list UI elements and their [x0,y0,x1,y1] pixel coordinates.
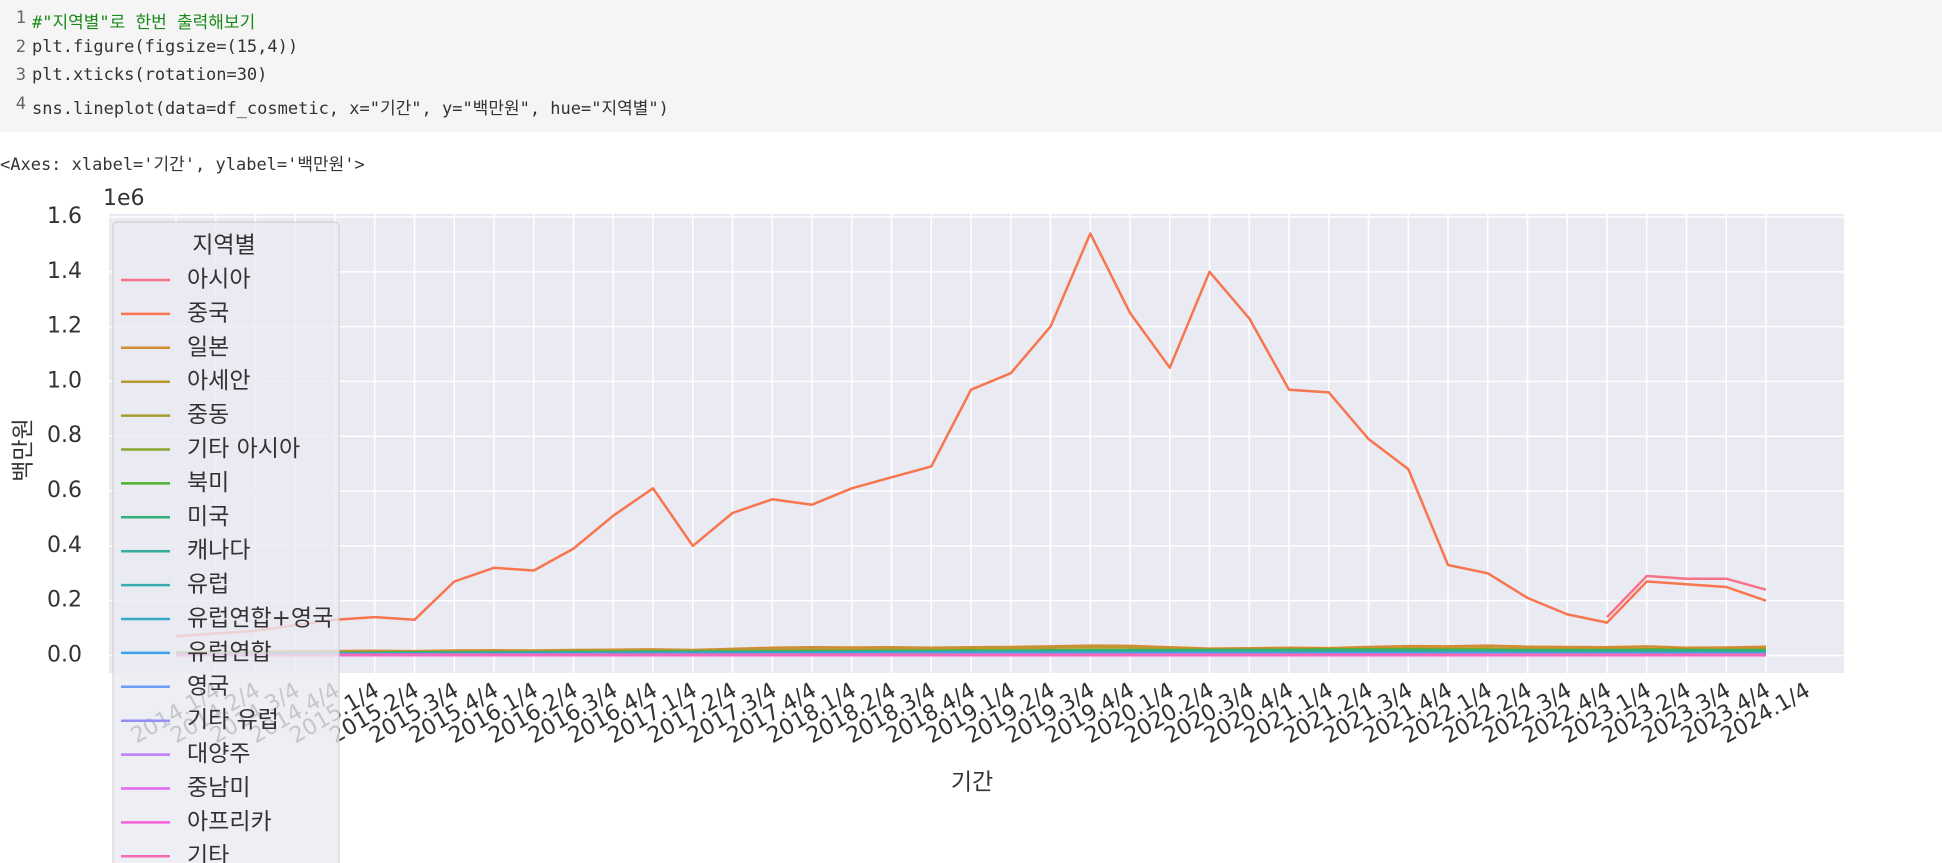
legend-label: 아프리카 [187,809,272,835]
legend-label: 아시아 [187,267,250,293]
plot-area [109,214,1844,673]
legend-label: 기타 [187,843,229,863]
y-tick-label: 0.0 [47,642,82,667]
legend-label: 중동 [187,402,229,428]
legend-label: 유럽연합 [187,639,272,665]
y-tick-label: 0.8 [47,423,82,448]
legend-title: 지역별 [192,233,255,259]
line-number: 1 [15,8,26,28]
legend-label: 유럽연합+영국 [187,606,333,632]
y-tick-label: 0.4 [47,533,82,558]
legend-label: 캐나다 [187,538,250,564]
code-text: plt.xticks(rotation=30) [32,65,268,85]
line-number: 4 [15,94,26,114]
legend-label: 북미 [187,470,229,496]
y-tick-label: 1.6 [47,204,82,229]
legend-label: 아세안 [187,368,250,394]
legend-label: 일본 [187,334,229,360]
y-tick-label: 1.2 [47,314,82,339]
code-text: sns.lineplot(data=df_cosmetic, x="기간", y… [32,99,669,119]
y-axis-label: 백만원 [11,418,37,481]
code-text: #"지역별"로 한번 출력해보기 [32,13,256,33]
legend-label: 중국 [187,300,229,326]
y-tick-label: 0.2 [47,588,82,613]
y-tick-label: 1.4 [47,259,82,284]
x-axis-label: 기간 [951,770,993,796]
y-tick-label: 1.0 [47,368,82,393]
y-offset-label: 1e6 [103,186,145,211]
series-line [1606,574,1767,618]
code-cell[interactable]: 1 #"지역별"로 한번 출력해보기 2 plt.figure(figsize=(1… [0,0,1942,132]
y-tick-label: 0.6 [47,478,82,503]
legend-label: 중남미 [187,775,250,801]
line-number: 3 [15,65,26,85]
legend-label: 영국 [187,673,229,699]
output-text: <Axes: xlabel='기간', ylabel='백만원'> [0,155,365,175]
legend-label: 대양주 [187,741,250,767]
legend-label: 미국 [187,504,229,530]
legend-label: 기타 아시아 [187,436,300,462]
legend-label: 유럽 [187,572,229,598]
line-number: 2 [15,37,26,57]
legend-label: 기타 유럽 [187,707,279,733]
series-line [175,232,1767,638]
code-text: plt.figure(figsize=(15,4)) [32,37,299,57]
